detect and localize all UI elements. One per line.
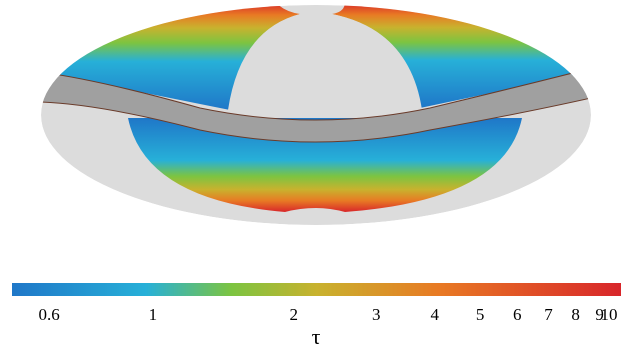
central-masked-lobe [228, 12, 422, 110]
colorbar-tick-label: 5 [476, 305, 485, 324]
colorbar-tick-label: 0.6 [38, 305, 59, 324]
colorbar-gradient [12, 283, 621, 296]
colorbar-tick-label: 9 [595, 305, 604, 324]
colorbar-tick-label: 4 [430, 305, 439, 324]
colorbar-ticks: 0.6 1 2 3 4 5 6 7 8 910 [38, 305, 617, 324]
colorbar-tick-label: 6 [513, 305, 522, 324]
galactic-plane-band [41, 65, 591, 143]
colorbar-tick-label: 1 [149, 305, 158, 324]
south-colored-region [128, 118, 522, 212]
colorbar-label: τ [312, 324, 321, 349]
colorbar-tick-label: 10 [601, 305, 618, 324]
colorbar-tick-label: 3 [372, 305, 381, 324]
sky-map [41, 5, 591, 225]
colorbar-tick-label: 8 [571, 305, 580, 324]
colorbar: 0.6 1 2 3 4 5 6 7 8 910 τ [12, 283, 621, 349]
colorbar-tick-label: 7 [544, 305, 553, 324]
colorbar-tick-label: 2 [290, 305, 299, 324]
